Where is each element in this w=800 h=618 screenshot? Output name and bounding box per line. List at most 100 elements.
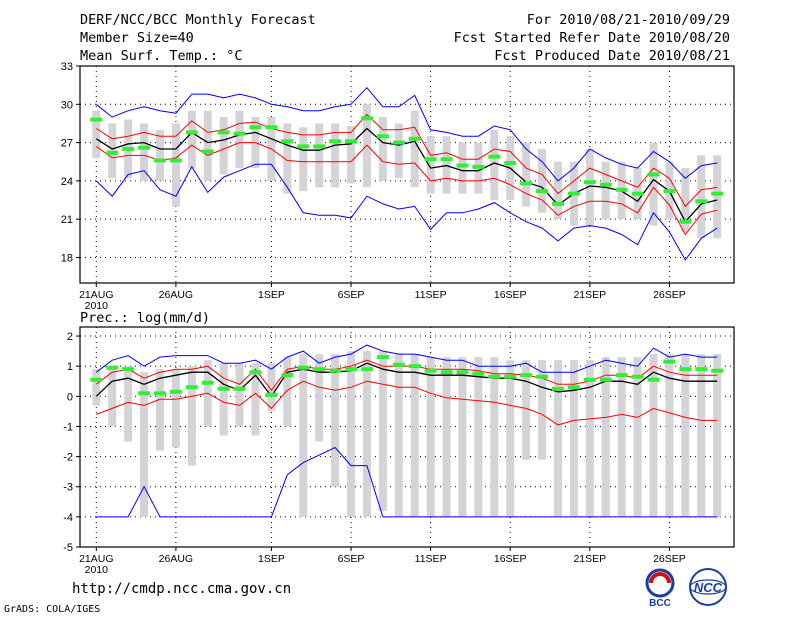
- precipitation-bcc-marker: [520, 373, 533, 378]
- temperature-spread-bar: [299, 127, 308, 192]
- precipitation-bcc-marker: [711, 368, 724, 373]
- bcc-logo-arc: [649, 572, 671, 584]
- temperature-ytick-label: 27: [61, 138, 73, 150]
- precipitation-bcc-marker: [233, 386, 246, 391]
- precipitation-spread-bar: [331, 354, 340, 487]
- temperature-spread-bar: [155, 129, 164, 181]
- temperature-bcc-marker: [122, 146, 135, 151]
- temperature-bcc-marker: [567, 191, 580, 196]
- temperature-spread-bar: [458, 142, 467, 194]
- temperature-spread-bar: [442, 136, 451, 194]
- precipitation-spread-bar: [442, 357, 451, 517]
- precipitation-bcc-marker: [424, 368, 437, 373]
- temperature-bcc-marker: [329, 139, 342, 144]
- precipitation-bcc-marker: [631, 374, 644, 379]
- precipitation-panel-title: Prec.: log(mm/d): [80, 310, 210, 326]
- precipitation-bcc-marker: [504, 374, 517, 379]
- precipitation-xtick-label: 21AUG: [79, 553, 113, 565]
- temperature-ytick-label: 21: [61, 214, 73, 226]
- precipitation-spread-bar: [92, 369, 101, 406]
- temperature-spread-bar: [426, 136, 435, 194]
- precipitation-bcc-marker: [313, 367, 326, 372]
- precipitation-bcc-marker: [408, 364, 421, 369]
- temperature-spread-bar: [697, 155, 706, 239]
- precipitation-bcc-marker: [695, 367, 708, 372]
- precipitation-ytick-label: 2: [67, 331, 73, 343]
- temperature-series-ensemble-max: [95, 86, 718, 182]
- precipitation-bcc-marker: [360, 367, 373, 372]
- precipitation-spread-bar: [394, 354, 403, 517]
- precipitation-bcc-marker: [456, 370, 469, 375]
- precipitation-bcc-marker: [329, 368, 342, 373]
- temperature-bcc-marker: [153, 158, 166, 163]
- temperature-bcc-marker: [583, 180, 596, 185]
- precipitation-series-ensemble-mean: [95, 362, 718, 398]
- temperature-bcc-marker: [695, 199, 708, 204]
- precipitation-bcc-marker: [551, 386, 564, 391]
- temperature-bcc-marker: [408, 136, 421, 141]
- grads-credit: GrADS: COLA/IGES: [4, 604, 101, 615]
- precipitation-bcc-marker: [376, 355, 389, 360]
- temperature-bcc-marker: [615, 187, 628, 192]
- precipitation-spread-bar: [713, 354, 722, 517]
- temperature-bcc-marker: [90, 117, 103, 122]
- precipitation-spread-bar: [506, 360, 515, 517]
- temperature-spread-bar: [283, 123, 292, 194]
- precipitation-series-mean-spread: [95, 359, 718, 392]
- precipitation-bcc-marker: [488, 374, 501, 379]
- precipitation-ytick-label: 1: [67, 361, 73, 373]
- precipitation-ytick-label: -1: [63, 421, 73, 433]
- precipitation-series-mean-spread: [96, 380, 718, 426]
- temperature-spread-bar: [649, 142, 658, 226]
- precipitation-xtick-label: 26SEP: [653, 553, 686, 565]
- temperature-bcc-marker: [472, 164, 485, 169]
- precipitation-spread-bar: [362, 351, 371, 517]
- temperature-bcc-marker: [265, 125, 278, 130]
- precipitation-bcc-marker: [472, 371, 485, 376]
- temperature-spread-bar: [538, 148, 547, 213]
- precipitation-spread-bar: [633, 357, 642, 517]
- temperature-bcc-marker: [392, 140, 405, 145]
- temperature-bcc-marker: [106, 150, 119, 155]
- temperature-xtick-label: 21SEP: [573, 289, 606, 301]
- temperature-spread-bar: [187, 110, 196, 169]
- temperature-ytick-label: 24: [61, 176, 73, 188]
- temperature-spread-bar: [203, 110, 212, 181]
- temperature-bcc-marker: [663, 189, 676, 194]
- precipitation-spread-bar: [171, 369, 180, 448]
- temperature-ytick-label: 18: [61, 252, 73, 264]
- temperature-spread-bar: [394, 123, 403, 179]
- precipitation-spread-bar: [649, 354, 658, 517]
- precipitation-bcc-marker: [153, 391, 166, 396]
- precipitation-xtick-label: 16SEP: [494, 553, 527, 565]
- precipitation-bcc-marker: [249, 370, 262, 375]
- precipitation-spread-bar: [617, 357, 626, 517]
- precipitation-bcc-marker: [567, 385, 580, 390]
- temperature-bcc-marker: [376, 134, 389, 139]
- temperature-spread-bar: [315, 123, 324, 188]
- variable-label: Mean Surf. Temp.: °C: [80, 48, 243, 64]
- precipitation-spread-bar: [665, 354, 674, 517]
- precipitation-bcc-marker: [201, 380, 214, 385]
- temperature-bcc-marker: [536, 189, 549, 194]
- precipitation-spread-bar: [219, 363, 228, 436]
- precipitation-xtick-label: 21SEP: [573, 553, 606, 565]
- precipitation-spread-bar: [347, 351, 356, 517]
- temperature-spread-bar: [490, 129, 499, 201]
- precipitation-spread-bar: [538, 360, 547, 460]
- precipitation-spread-bar: [697, 354, 706, 517]
- temperature-bcc-marker: [249, 125, 262, 130]
- temperature-bcc-marker: [551, 201, 564, 206]
- source-url[interactable]: http://cmdp.ncc.cma.gov.cn: [72, 581, 292, 597]
- temperature-bcc-marker: [297, 144, 310, 149]
- precipitation-ytick-label: -5: [63, 542, 73, 554]
- temperature-bcc-marker: [424, 157, 437, 162]
- temperature-spread-bar: [681, 168, 690, 232]
- temperature-spread-bar: [219, 117, 228, 175]
- precipitation-bcc-marker: [169, 389, 182, 394]
- precipitation-bcc-marker: [122, 367, 135, 372]
- precipitation-spread-bar: [155, 369, 164, 451]
- temperature-spread-bar: [522, 142, 531, 207]
- temperature-xtick-label: 21AUG: [79, 289, 113, 301]
- temperature-year-label: 2010: [85, 300, 109, 312]
